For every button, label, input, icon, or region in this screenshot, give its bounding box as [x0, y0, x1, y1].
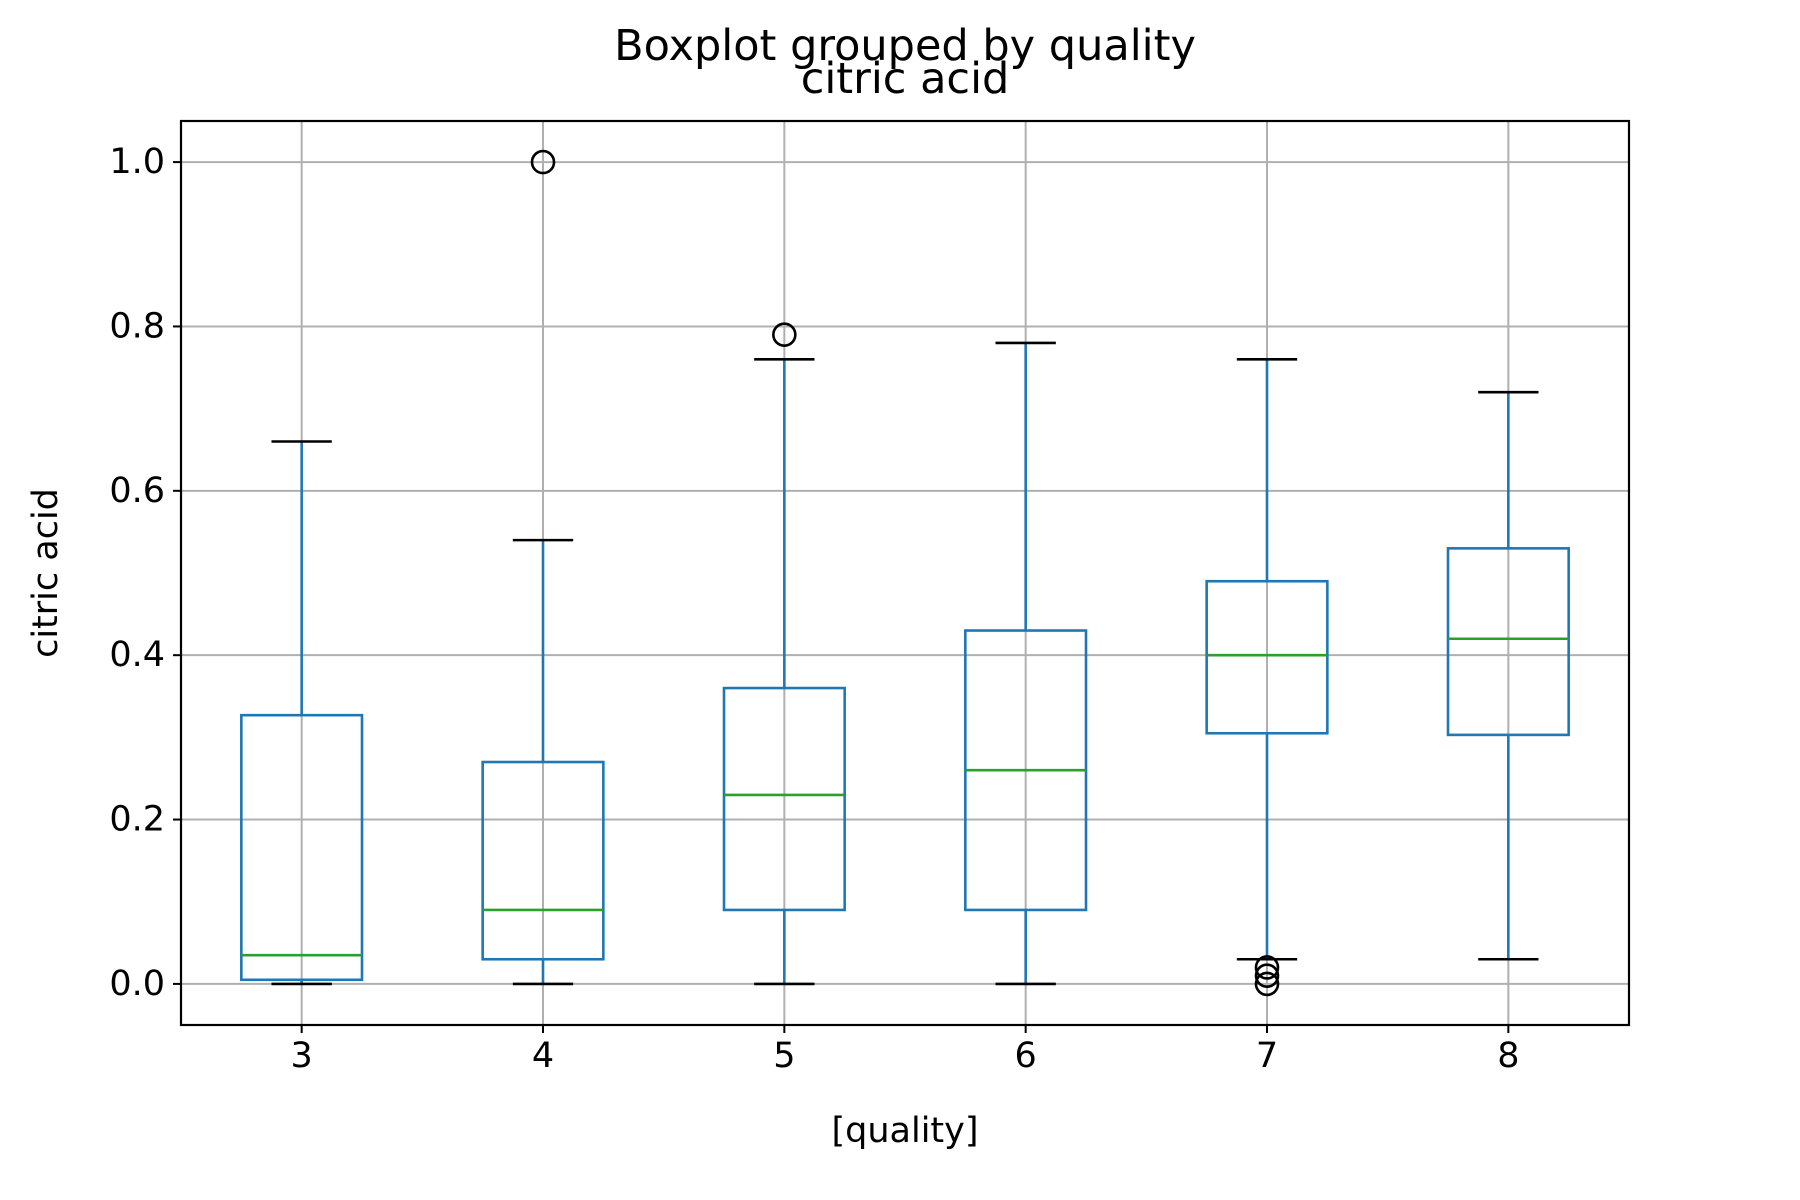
y-axis-ticks: 0.0 0.2 0.4 0.6 0.8 1.0	[109, 142, 181, 1004]
chart-title: citric acid	[801, 54, 1010, 104]
box-group-quality-7	[1205, 358, 1329, 997]
box-group-quality-4	[481, 149, 605, 986]
outlier-point	[772, 322, 797, 347]
outlier-point	[1254, 971, 1280, 997]
box-iqr	[481, 760, 605, 961]
y-tick-label: 0.6	[109, 471, 165, 511]
box-iqr	[1446, 547, 1570, 737]
y-axis-label: citric acid	[26, 488, 66, 658]
y-tick-label: 0.8	[109, 306, 165, 346]
x-tick-label: 4	[532, 1036, 554, 1076]
x-tick-label: 5	[773, 1036, 795, 1076]
x-axis-label: [quality]	[831, 1111, 978, 1151]
boxes	[240, 149, 1570, 997]
box-iqr	[1205, 579, 1329, 735]
x-tick-label: 3	[291, 1036, 313, 1076]
x-tick-label: 6	[1015, 1036, 1037, 1076]
outlier-point	[530, 149, 556, 175]
y-tick-label: 0.0	[109, 964, 165, 1004]
box-iqr	[722, 686, 846, 912]
outlier-point	[1254, 963, 1280, 988]
x-tick-label: 8	[1497, 1036, 1519, 1076]
y-tick-label: 1.0	[109, 142, 165, 182]
chart-suptitle: Boxplot grouped by quality	[614, 21, 1196, 71]
y-tick-label: 0.2	[109, 800, 165, 840]
box-group-quality-6	[964, 341, 1088, 986]
box-group-quality-3	[240, 440, 364, 986]
y-tick-label: 0.4	[109, 635, 165, 675]
outlier-point	[1254, 955, 1280, 980]
box-group-quality-8	[1446, 390, 1570, 961]
x-tick-label: 7	[1256, 1036, 1278, 1076]
box-group-quality-5	[722, 322, 846, 986]
box-iqr	[240, 713, 364, 982]
x-axis-ticks: 3 4 5 6 7 8	[291, 1025, 1519, 1076]
plot-area-frame	[179, 119, 1631, 1027]
